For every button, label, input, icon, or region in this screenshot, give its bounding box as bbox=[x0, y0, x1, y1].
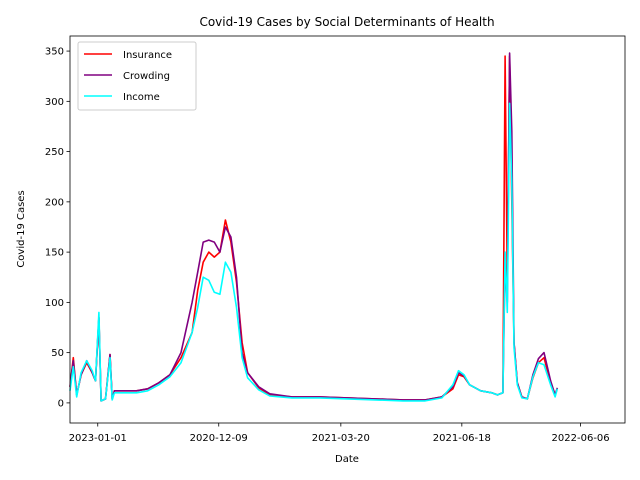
plot-frame bbox=[69, 35, 626, 424]
y-axis-label: Covid-19 Cases bbox=[16, 190, 27, 267]
x-tick-label: 2021-06-18 bbox=[433, 433, 491, 444]
legend-label-crowding: Crowding bbox=[123, 71, 170, 82]
y-tick-label: 50 bbox=[51, 348, 64, 359]
y-tick-label: 150 bbox=[45, 248, 64, 259]
legend-label-income: Income bbox=[123, 92, 160, 103]
series-line-crowding bbox=[69, 52, 559, 402]
series-line-income bbox=[69, 102, 559, 402]
y-tick-label: 0 bbox=[58, 398, 64, 409]
x-tick-label: 2022-06-06 bbox=[552, 433, 610, 444]
y-tick-label: 100 bbox=[45, 298, 64, 309]
x-tick-label: 2020-12-09 bbox=[190, 433, 248, 444]
y-tick-label: 300 bbox=[45, 97, 64, 108]
x-axis-label: Date bbox=[335, 454, 359, 465]
chart-title: Covid-19 Cases by Social Determinants of… bbox=[199, 15, 494, 29]
legend-label-insurance: Insurance bbox=[123, 50, 172, 61]
x-axis: 2023-01-01 2020-12-09 2021-03-20 2021-06-18… bbox=[69, 423, 610, 444]
y-tick-label: 200 bbox=[45, 197, 64, 208]
legend-box bbox=[77, 41, 197, 111]
legend: Insurance Crowding Income bbox=[77, 41, 197, 111]
series-layer bbox=[69, 52, 559, 402]
y-tick-label: 350 bbox=[45, 47, 64, 58]
x-tick-label: 2021-03-20 bbox=[312, 433, 370, 444]
y-axis: 0 50 100 150 200 250 300 350 bbox=[45, 47, 70, 409]
x-tick-label: 2023-01-01 bbox=[69, 433, 127, 444]
y-tick-label: 250 bbox=[45, 147, 64, 158]
